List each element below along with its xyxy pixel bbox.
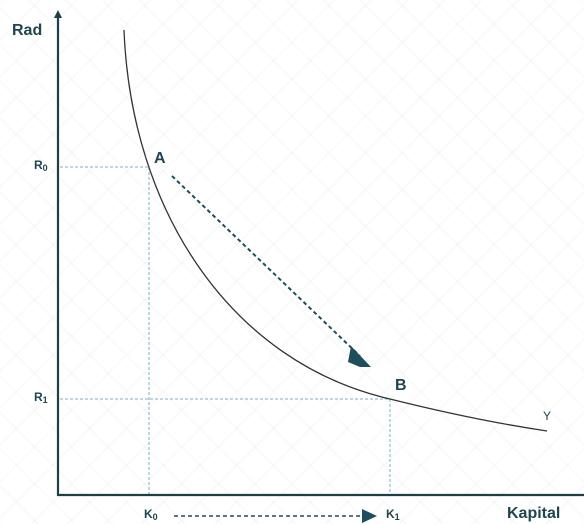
y-axis-title: Rad xyxy=(12,22,42,39)
tick-label-k1: K1 xyxy=(386,507,400,522)
x-axis-title: Kapital xyxy=(507,505,560,522)
point-label-a: A xyxy=(154,150,166,167)
movement-arrow-a-to-b xyxy=(171,175,361,357)
isoquant-curve xyxy=(123,29,548,432)
tick-label-r1: R1 xyxy=(34,390,48,405)
movement-arrow-head xyxy=(348,346,371,367)
tick-label-r0: R0 xyxy=(34,158,48,173)
point-label-b: B xyxy=(395,377,407,394)
capital-shift-arrow-head xyxy=(362,509,377,523)
curve-label-y: Y xyxy=(543,409,551,423)
tick-label-k0: K0 xyxy=(144,507,158,522)
